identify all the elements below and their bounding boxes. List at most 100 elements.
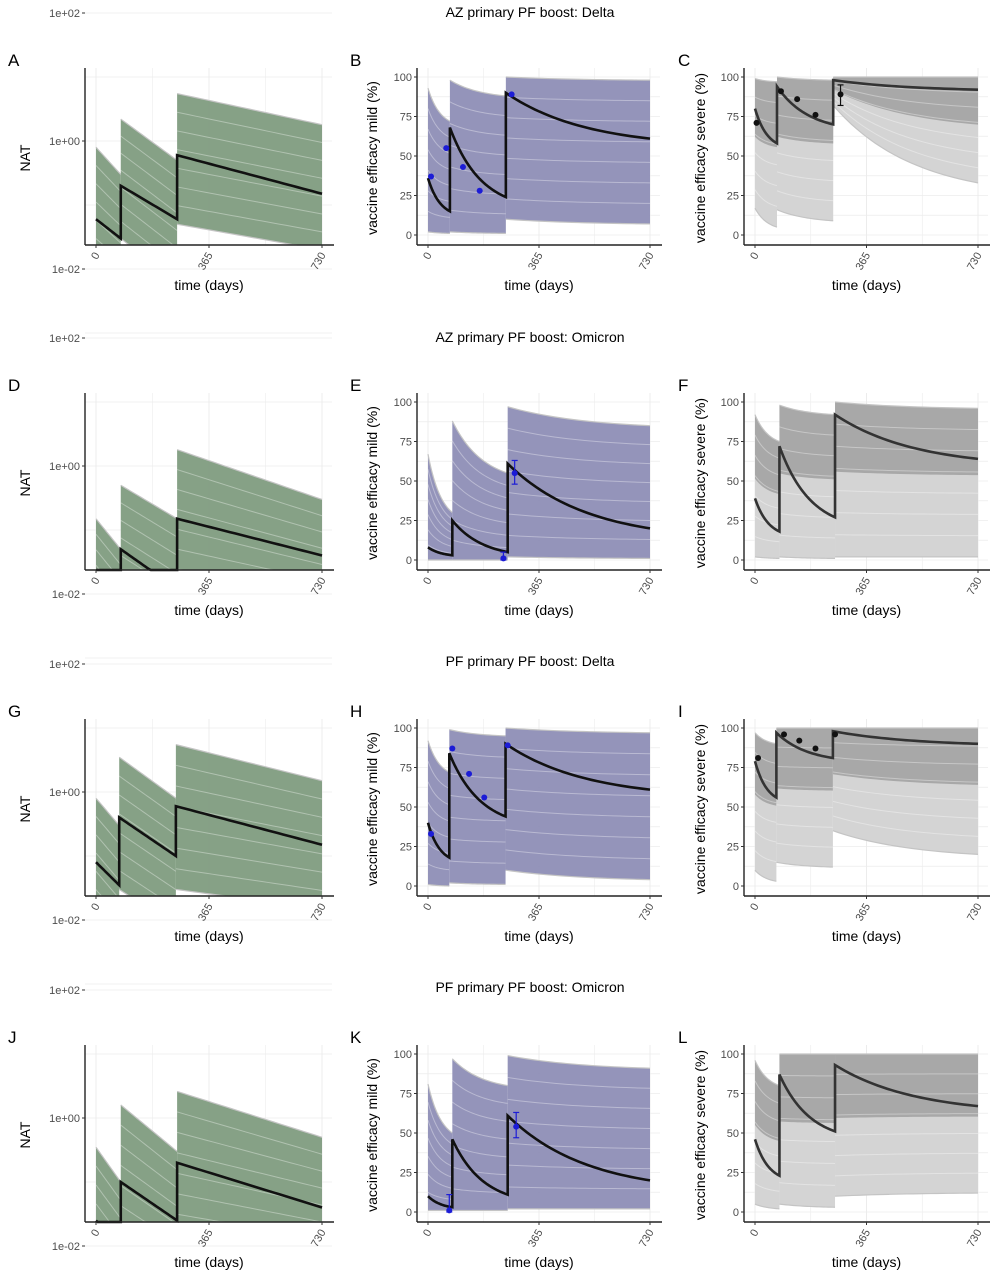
y-tick-label: 50 [400, 802, 412, 814]
y-tick-label: 100 [721, 72, 739, 84]
simulation-band [96, 147, 121, 245]
simulation-line [120, 1144, 178, 1189]
simulation-line [427, 108, 451, 138]
y-tick-label: 25 [400, 516, 412, 528]
row-title: PF primary PF boost: Omicron [435, 979, 624, 995]
simulation-line [834, 423, 979, 431]
simulation-line [776, 152, 834, 162]
panel-letter: K [350, 1028, 362, 1047]
simulation-line [505, 117, 651, 122]
x-tick-label: 730 [637, 251, 657, 273]
simulation-band [776, 77, 834, 144]
simulation-line-lower [505, 218, 651, 225]
simulation-line [754, 475, 780, 493]
simulation-line [754, 152, 778, 166]
simulation-line [427, 1101, 453, 1145]
simulation-band [832, 728, 978, 785]
simulation-line [427, 190, 450, 202]
observed-point [837, 91, 844, 98]
simulation-line [505, 849, 651, 860]
simulation-line [120, 186, 178, 231]
simulation-line [452, 1188, 508, 1194]
simulation-line-lower [832, 105, 979, 184]
x-axis-label: time (days) [832, 602, 901, 618]
simulation-line [507, 1120, 651, 1129]
simulation-band [449, 729, 506, 885]
simulation-line [507, 1076, 651, 1089]
x-axis-label: time (days) [832, 1254, 901, 1270]
x-tick-label: 0 [89, 251, 102, 262]
observed-point [428, 173, 435, 180]
simulation-band [120, 485, 178, 570]
y-tick-label: 0 [406, 230, 412, 242]
simulation-band [177, 93, 322, 245]
simulation-line [427, 544, 453, 554]
y-tick-label: 50 [400, 151, 412, 163]
simulation-band [779, 405, 836, 480]
simulation-line [754, 1080, 780, 1104]
simulation-line [507, 449, 651, 465]
x-tick-label: 365 [526, 902, 546, 924]
simulation-band [755, 732, 777, 806]
median-line [426, 741, 651, 860]
simulation-line [776, 785, 833, 789]
x-tick-label: 365 [526, 1228, 546, 1250]
y-axis-label: vaccine efficacy mild (%) [364, 81, 380, 235]
observed-point [504, 742, 511, 749]
simulation-line [776, 823, 833, 828]
observed-point [796, 737, 803, 744]
x-tick-label: 365 [854, 251, 874, 273]
simulation-line-lower [779, 1203, 836, 1208]
x-tick-label: 0 [421, 902, 434, 913]
simulation-line [505, 198, 651, 204]
simulation-line [832, 815, 979, 837]
x-axis-label: time (days) [504, 277, 573, 293]
y-tick-label: 0 [733, 1207, 739, 1219]
simulation-line-upper [451, 1058, 508, 1087]
panel-letter: J [8, 1028, 17, 1047]
simulation-line [120, 1164, 178, 1207]
simulation-band [177, 449, 322, 570]
simulation-band [507, 1055, 650, 1209]
y-axis-label: NAT [17, 469, 33, 496]
simulation-line [427, 469, 453, 520]
y-tick-label: 75 [727, 112, 739, 124]
simulation-line [452, 1166, 508, 1176]
simulation-line [833, 80, 979, 93]
x-tick-label: 365 [854, 1228, 874, 1250]
simulation-line [449, 816, 506, 822]
simulation-line [507, 492, 651, 503]
simulation-band [835, 1054, 978, 1118]
observed-point [443, 145, 450, 152]
simulation-line [835, 489, 979, 494]
simulation-line [505, 768, 651, 776]
y-tick-label: 1e+00 [49, 461, 80, 473]
simulation-line [835, 467, 979, 473]
simulation-line [120, 203, 178, 246]
simulation-line [507, 1142, 651, 1150]
y-tick-label: 1e+02 [49, 659, 80, 671]
simulation-line [427, 1156, 453, 1178]
simulation-line [427, 128, 451, 154]
simulation-line-upper [505, 727, 651, 734]
median-line [427, 1112, 651, 1209]
median-line [95, 804, 323, 889]
simulation-line [451, 480, 508, 511]
simulation-line [452, 1123, 508, 1140]
y-axis-label: vaccine efficacy severe (%) [692, 398, 708, 568]
simulation-band [177, 1091, 322, 1222]
y-tick-label: 75 [400, 763, 412, 775]
x-tick-label: 365 [854, 576, 874, 598]
simulation-line [118, 794, 177, 836]
simulation-line [427, 842, 450, 854]
y-tick-label: 100 [721, 723, 739, 735]
observed-point [755, 755, 762, 762]
simulation-line [754, 850, 777, 863]
observed-point [812, 745, 819, 752]
y-tick-label: 50 [727, 1128, 739, 1140]
simulation-line-lower [776, 209, 834, 222]
y-tick-label: 1e+00 [49, 136, 80, 148]
simulation-line-lower [754, 556, 780, 560]
simulation-line [176, 469, 323, 517]
simulation-band [505, 728, 650, 880]
